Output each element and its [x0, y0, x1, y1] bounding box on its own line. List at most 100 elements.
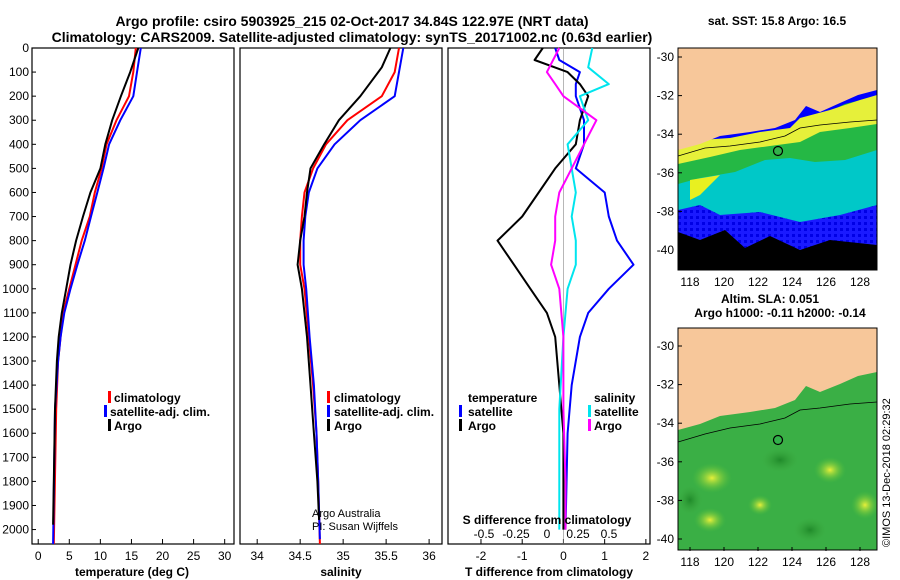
- s-diff-tick-label: -0.5: [474, 527, 495, 541]
- sal-legend-satellite-swatch: [327, 405, 330, 417]
- sst-land: [678, 48, 877, 150]
- series-line-satellite-adj-clim-: [52, 47, 142, 545]
- x-tick-label: 1: [601, 549, 608, 563]
- series-line-argo: [52, 47, 140, 525]
- salinity-lines: [296, 47, 405, 545]
- x-tick-label: 15: [125, 549, 139, 563]
- x-tick-label: 30: [218, 549, 232, 563]
- lon-tick-label: 124: [782, 275, 802, 289]
- depth-tick-label: 200: [9, 89, 29, 103]
- depth-tick-label: 700: [9, 210, 29, 224]
- legend-satellite-label: satellite-adj. clim.: [110, 405, 210, 419]
- depth-tick-label: 1000: [2, 282, 29, 296]
- sla-land: [678, 328, 877, 430]
- depth-tick-label: 1900: [2, 498, 29, 512]
- difference-panel: -2 -1 0 1 2 T difference from climatology S …: [447, 47, 651, 579]
- sla-argo-location-marker: [772, 434, 784, 446]
- s-diff-tick-label: 0.25: [566, 527, 590, 541]
- lat-tick-label: -34: [657, 127, 675, 141]
- depth-tick-label: 2000: [2, 523, 29, 537]
- sla-lon-ticks: 118 120 122 124 126 128: [680, 547, 870, 569]
- depth-tick-label: 1400: [2, 378, 29, 392]
- lon-tick-label: 118: [680, 275, 699, 289]
- x-tick-label: 36: [422, 549, 436, 563]
- credit-line2: PI: Susan Wijffels: [312, 521, 398, 533]
- diff-legend-sal-sat-swatch: [588, 405, 591, 417]
- temperature-tick-labels: 0 5 10 15 20 25 30: [35, 539, 232, 563]
- sla-map-title2: Argo h1000: -0.11 h2000: -0.14: [694, 306, 866, 320]
- series-line-salinity-argo: [545, 47, 598, 530]
- sla-low-blob-2: [678, 486, 702, 514]
- depth-tick-labels: 0 100 200 300 400 500 600 700 800 900 1000 1100 1200…: [2, 41, 452, 537]
- temperature-xlabel: temperature (deg C): [75, 565, 189, 579]
- legend-climatology-swatch: [108, 391, 111, 403]
- lat-tick-label: -34: [657, 416, 675, 430]
- diff-legend-sal-sat-label: satellite: [594, 405, 639, 419]
- salinity-frame: [239, 47, 443, 545]
- depth-tick-label: 1800: [2, 474, 29, 488]
- sal-legend-argo-swatch: [327, 419, 330, 431]
- temperature-legend: climatology satellite-adj. clim. Argo: [104, 391, 210, 433]
- series-line-salinity-satellite: [558, 47, 610, 530]
- sst-map-frame: [677, 47, 878, 271]
- legend-satellite-swatch: [104, 405, 107, 417]
- depth-tick-label: 900: [9, 258, 29, 272]
- s-diff-tick-label: 0: [544, 527, 551, 541]
- depth-tick-label: 600: [9, 185, 29, 199]
- depth-tick-label: 1300: [2, 354, 29, 368]
- depth-tick-label: 1600: [2, 426, 29, 440]
- sst-lat-ticks: -30 -32 -34 -36 -38 -40: [657, 50, 682, 257]
- lon-tick-label: 120: [714, 275, 734, 289]
- lat-tick-label: -36: [657, 166, 675, 180]
- sla-high-blob-2: [694, 508, 726, 532]
- lon-tick-label: 122: [748, 275, 768, 289]
- sst-coastal-yellow: [678, 95, 877, 164]
- x-tick-label: 5: [66, 549, 73, 563]
- lat-tick-label: -38: [657, 204, 675, 218]
- sst-map: sat. SST: 15.8 Argo: 16.5 -30-32-34-36-3…: [657, 14, 878, 289]
- salinity-xlabel: salinity: [320, 565, 362, 579]
- sla-map-frame: [677, 327, 878, 551]
- lon-tick-label: 120: [714, 555, 734, 569]
- sla-lat-ticks: -30 -32 -34 -36 -38 -40: [657, 339, 682, 546]
- lon-tick-label: 126: [816, 555, 836, 569]
- x-tick-label: 20: [156, 549, 170, 563]
- lon-tick-label: 128: [850, 275, 870, 289]
- lat-tick-label: -40: [657, 532, 675, 546]
- salinity-tick-labels: 34 34.5 35 35.5 36: [251, 539, 436, 563]
- depth-tick-label: 1700: [2, 450, 29, 464]
- lat-tick-label: -36: [657, 455, 675, 469]
- lat-tick-label: -38: [657, 493, 675, 507]
- sst-depth-contour: [678, 119, 877, 157]
- lon-tick-label: 122: [748, 555, 768, 569]
- sst-no-data: [678, 230, 877, 270]
- sal-legend-argo-label: Argo: [334, 419, 362, 433]
- sla-high-blob-4: [748, 495, 772, 515]
- diff-legend-temp-argo-label: Argo: [468, 419, 496, 433]
- lat-tick-label: -40: [657, 243, 675, 257]
- salinity-panel: 34 34.5 35 35.5 36 salinity climatology sate…: [239, 47, 443, 579]
- s-diff-tick-label: -0.25: [502, 527, 530, 541]
- legend-argo-label: Argo: [114, 419, 142, 433]
- difference-lines: [496, 47, 635, 544]
- depth-tick-label: 500: [9, 161, 29, 175]
- diff-legend-sal-argo-swatch: [588, 419, 591, 431]
- diff-legend-temp-argo-swatch: [459, 419, 462, 431]
- x-tick-label: 34.5: [288, 549, 312, 563]
- sst-warm-patch: [690, 175, 720, 200]
- series-line-satellite-adj-clim-: [302, 47, 405, 540]
- figure-title-line2: Climatology: CARS2009. Satellite-adjuste…: [52, 29, 653, 45]
- difference-legend: temperature satellite Argo salinity sate…: [459, 391, 639, 433]
- lon-tick-label: 118: [680, 555, 699, 569]
- lat-tick-label: -32: [657, 89, 675, 103]
- x-tick-label: 2: [643, 549, 650, 563]
- lat-tick-label: -32: [657, 378, 675, 392]
- diff-legend-sal-head: salinity: [594, 391, 636, 405]
- legend-climatology-label: climatology: [114, 391, 181, 405]
- x-tick-label: 35.5: [374, 549, 398, 563]
- sal-legend-satellite-label: satellite-adj. clim.: [334, 405, 434, 419]
- figure-title-line1: Argo profile: csiro 5903925_215 02-Oct-2…: [115, 13, 588, 29]
- sla-map: Altim. SLA: 0.051 Argo h1000: -0.11 h200…: [657, 292, 878, 569]
- depth-tick-label: 800: [9, 234, 29, 248]
